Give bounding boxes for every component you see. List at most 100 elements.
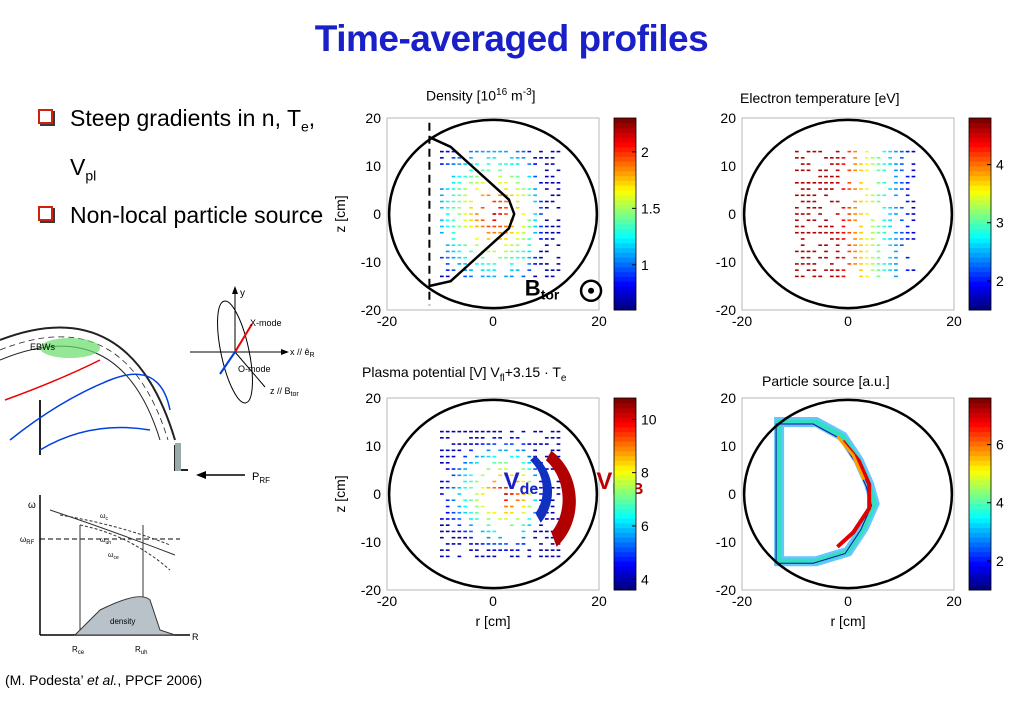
colorbar-segment bbox=[614, 199, 636, 205]
y-tick-label: 0 bbox=[373, 206, 381, 222]
colorbar-segment bbox=[969, 286, 991, 292]
colorbar-segment bbox=[969, 551, 991, 557]
colorbar-segment bbox=[614, 575, 636, 581]
colorbar-segment bbox=[969, 518, 991, 524]
colorbar-segment bbox=[614, 142, 636, 148]
colorbar-segment bbox=[969, 503, 991, 509]
omega-c-label: ωc bbox=[100, 513, 108, 522]
colorbar-segment bbox=[614, 271, 636, 277]
bullet-box-icon bbox=[38, 206, 53, 222]
vde-arrow-icon bbox=[530, 455, 553, 523]
colorbar-segment bbox=[614, 156, 636, 162]
colorbar-segment bbox=[614, 494, 636, 500]
x-axis-label: r [cm] bbox=[476, 613, 511, 629]
colorbar-segment bbox=[969, 527, 991, 533]
colorbar-segment bbox=[614, 450, 636, 457]
colorbar-tick-label: 1 bbox=[641, 257, 649, 273]
colorbar-segment bbox=[969, 276, 991, 282]
omode-label: O-mode bbox=[238, 364, 271, 374]
colorbar-segment bbox=[969, 508, 991, 514]
colorbar-segment bbox=[614, 209, 636, 215]
colorbar-segment bbox=[614, 257, 636, 263]
colorbar-segment bbox=[969, 242, 991, 249]
colorbar-segment bbox=[614, 407, 636, 413]
colorbar-segment bbox=[614, 518, 636, 524]
colorbar-segment bbox=[614, 161, 636, 167]
bullet-list: Steep gradients in n, Te, Vpl Non-local … bbox=[38, 98, 338, 235]
colorbar-segment bbox=[969, 118, 991, 124]
colorbar-segment bbox=[969, 494, 991, 500]
colorbar-tick-label: 2 bbox=[996, 553, 1004, 569]
vessel-circle bbox=[742, 398, 954, 590]
colorbar-tick-label: 6 bbox=[641, 518, 649, 534]
colorbar-segment bbox=[614, 465, 636, 471]
colorbar-segment bbox=[969, 146, 991, 153]
bullet-item-source: Non-local particle source bbox=[38, 195, 338, 235]
colorbar-segment bbox=[614, 218, 636, 225]
y-axis-label: y bbox=[240, 288, 245, 299]
colorbar-segment bbox=[969, 498, 991, 505]
bullet-item-gradients: Steep gradients in n, Te, Vpl bbox=[38, 98, 338, 195]
colorbar-tick-label: 4 bbox=[996, 157, 1004, 173]
colorbar-segment bbox=[614, 446, 636, 452]
bullet-text: , V bbox=[70, 105, 316, 180]
x-tick-label: 0 bbox=[844, 593, 852, 609]
colorbar-segment bbox=[969, 580, 991, 586]
btor-dot-icon bbox=[588, 287, 595, 294]
x-tick-label: 20 bbox=[946, 593, 962, 609]
omega-rf-label: ωRF bbox=[20, 535, 35, 546]
colorbar-segment bbox=[614, 436, 636, 442]
colorbar-segment bbox=[614, 118, 636, 124]
potential-plot-title: Plasma potential [V] Vfl+3.15 · Te bbox=[362, 364, 567, 384]
colorbar-segment bbox=[969, 122, 991, 129]
source-contour-mid bbox=[776, 419, 878, 564]
colorbar-segment bbox=[614, 455, 636, 461]
y-tick-label: -10 bbox=[716, 534, 736, 550]
colorbar-segment bbox=[969, 295, 991, 301]
omega-uh-label: ωuh bbox=[100, 537, 111, 546]
prf-label: PRF bbox=[252, 471, 270, 485]
colorbar-segment bbox=[969, 156, 991, 162]
colorbar-segment bbox=[969, 561, 991, 567]
colorbar-segment bbox=[614, 194, 636, 201]
colorbar-segment bbox=[614, 290, 636, 297]
y-tick-label: 20 bbox=[720, 110, 736, 126]
colorbar-segment bbox=[614, 242, 636, 249]
colorbar-segment bbox=[614, 122, 636, 129]
colorbar-segment bbox=[969, 513, 991, 519]
colorbar-segment bbox=[614, 431, 636, 437]
colorbar-segment bbox=[969, 142, 991, 148]
colorbar-segment bbox=[969, 465, 991, 471]
x-tick-label: -20 bbox=[377, 593, 397, 609]
colorbar-segment bbox=[614, 233, 636, 239]
colorbar-segment bbox=[969, 161, 991, 167]
colorbar-segment bbox=[614, 498, 636, 505]
colorbar-segment bbox=[969, 190, 991, 196]
colorbar-segment bbox=[614, 441, 636, 447]
colorbar-segment bbox=[614, 305, 636, 311]
y-tick-label: 20 bbox=[365, 390, 381, 406]
r-axis-label: R bbox=[192, 632, 199, 642]
x-axis-label: x // êR bbox=[290, 347, 315, 359]
z-axis-label: z // Btor bbox=[270, 386, 299, 398]
x-tick-label: 0 bbox=[844, 313, 852, 329]
colorbar-segment bbox=[969, 532, 991, 538]
colorbar-segment bbox=[614, 266, 636, 273]
colorbar-segment bbox=[969, 175, 991, 181]
y-tick-label: 10 bbox=[720, 158, 736, 174]
x-tick-label: 0 bbox=[489, 313, 497, 329]
y-tick-label: 0 bbox=[728, 486, 736, 502]
vexb-arrow-icon bbox=[546, 450, 576, 547]
colorbar-segment bbox=[614, 204, 636, 210]
x-axis-label: r [cm] bbox=[831, 613, 866, 629]
colorbar-segment bbox=[969, 247, 991, 253]
colorbar-segment bbox=[614, 175, 636, 181]
omega-label: ω bbox=[28, 500, 36, 511]
colorbar-segment bbox=[969, 546, 991, 553]
x-tick-label: -20 bbox=[732, 313, 752, 329]
colorbar-segment bbox=[614, 170, 636, 177]
vde-label: Vde bbox=[504, 468, 539, 498]
colorbar-segment bbox=[614, 508, 636, 514]
colorbar-tick-label: 6 bbox=[996, 437, 1004, 453]
